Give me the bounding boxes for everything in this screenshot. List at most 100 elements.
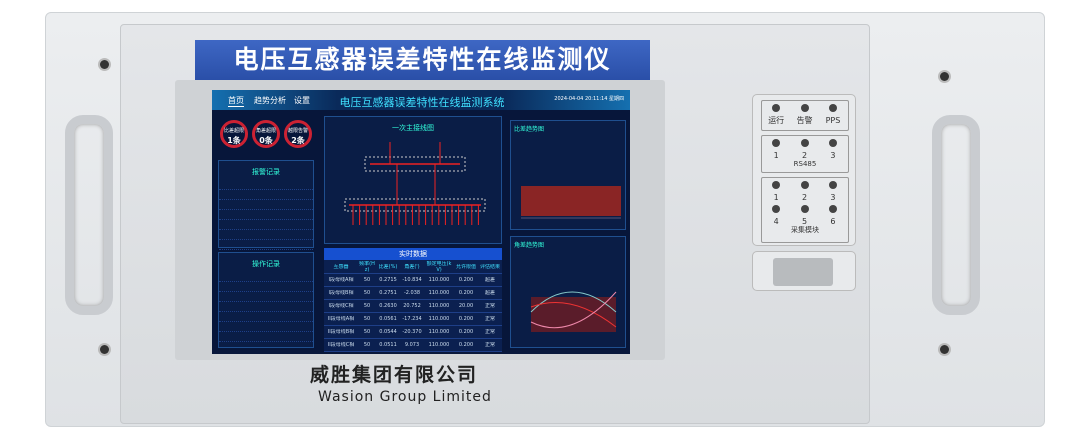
mount-hole: [940, 345, 949, 354]
wiring-svg: [344, 142, 486, 225]
mount-hole: [100, 60, 109, 69]
table-row: II段母线B相 50 0.0544 -20.370 110.000 0.200 正常: [324, 326, 502, 339]
table-cell: 0.2751: [379, 290, 397, 296]
table-cell: 正常: [484, 303, 495, 309]
table-cell: 110.000: [428, 316, 450, 322]
table-cell: 110.000: [428, 303, 450, 309]
group-label: RS485: [793, 160, 817, 168]
table-cell: 50: [363, 342, 371, 348]
table-title: 实时数据: [324, 248, 502, 260]
led-icon: [828, 104, 837, 112]
led-icon: [772, 139, 781, 147]
log-row: [219, 283, 313, 292]
led-icon: [800, 181, 809, 189]
table-header: 比差(%): [378, 263, 398, 270]
table-cell: 0.200: [458, 316, 474, 322]
table-row: I段母线C相 50 0.2630 20.752 110.000 20.00 正常: [324, 300, 502, 313]
table-row: I段母线A相 50 0.2715 -10.834 110.000 0.200 超差: [324, 274, 502, 287]
table-cell: 0.200: [458, 342, 474, 348]
led-icon: [772, 181, 781, 189]
nav-home[interactable]: 首页: [228, 96, 244, 107]
table-cell: I段母线B相: [328, 290, 354, 296]
mount-hole: [100, 345, 109, 354]
log-row: [219, 231, 313, 240]
table-cell: 正常: [484, 329, 495, 335]
led-icon: [800, 205, 809, 213]
usb-port[interactable]: [752, 251, 856, 291]
table-cell: 0.2630: [379, 303, 397, 309]
table-row: II段母线A相 50 0.0561 -17.234 110.000 0.200 正常: [324, 313, 502, 326]
led-indicator: 1: [762, 136, 790, 160]
datetime: 2024-04-04 20:11:14 星期四: [554, 96, 624, 102]
led-label: 1: [773, 151, 779, 160]
table-cell: 超差: [484, 290, 495, 296]
table-cell: 50: [363, 277, 371, 283]
table-header: 互感器: [333, 263, 349, 270]
led-label: 1: [773, 193, 779, 202]
realtime-table: 实时数据 互感器 频率(Hz) 比差(%) 角差(') 额定电压(kV) 允许限值 评估结果…: [324, 248, 502, 352]
led-indicator: 3: [819, 178, 847, 202]
table-cell: 20.00: [458, 303, 474, 309]
log-row: [219, 201, 313, 210]
led-label: 3: [830, 151, 836, 160]
table-header: 角差('): [404, 263, 420, 270]
led-indicator: 告警: [790, 101, 818, 125]
led-indicator: 2: [790, 178, 818, 202]
led-indicator: PPS: [819, 101, 847, 125]
table-cell: 50: [363, 329, 371, 335]
company-name-en: Wasion Group Limited: [318, 389, 492, 405]
log-row: [219, 323, 313, 332]
group-label: 采集模块: [791, 226, 819, 234]
module-leds: 1 2 3 4 5 6 采集模块: [761, 177, 849, 243]
table-cell: 9.073: [404, 342, 420, 348]
table-cell: 0.0511: [379, 342, 397, 348]
chart2-title: 角差趋势图: [514, 242, 545, 249]
log-row: [219, 241, 313, 250]
table-cell: 110.000: [428, 277, 450, 283]
table-cell: -10.834: [402, 277, 422, 283]
table-header: 允许限值: [455, 263, 476, 270]
right-handle: [932, 115, 980, 315]
table-header: 额定电压(kV): [426, 260, 452, 273]
table-cell: 超差: [484, 277, 495, 283]
nav-trend[interactable]: 趋势分析: [254, 96, 286, 105]
table-cell: 0.200: [458, 277, 474, 283]
ratio-trend-chart: 比差趋势图: [510, 120, 626, 230]
led-indicator: 4: [762, 202, 790, 226]
table-cell: 0.0544: [379, 329, 397, 335]
led-icon: [800, 139, 809, 147]
gauge-ratio: 比差超限 1条: [220, 120, 248, 148]
status-leds: 运行 告警 PPS: [761, 100, 849, 131]
table-cell: -20.370: [402, 329, 422, 335]
led-indicator: 6: [819, 202, 847, 226]
log-row: [219, 191, 313, 200]
led-label: PPS: [825, 116, 841, 125]
company-name-cn: 威胜集团有限公司: [310, 364, 479, 386]
rs485-leds: 1 2 3 RS485: [761, 135, 849, 173]
led-indicator: 2: [790, 136, 818, 160]
alarm-panel: 报警记录: [218, 160, 314, 250]
table-cell: II段母线B相: [327, 329, 355, 335]
table-cell: 正常: [484, 316, 495, 322]
led-label: 2: [802, 193, 808, 202]
table-cell: II段母线C相: [327, 342, 355, 348]
led-icon: [828, 181, 837, 189]
table-cell: -2.038: [403, 290, 421, 296]
led-label: 告警: [796, 116, 813, 125]
device-banner: 电压互感器误差特性在线监测仪: [195, 40, 650, 80]
gauge-limit: 越限告警 2条: [284, 120, 312, 148]
table-cell: -17.234: [402, 316, 422, 322]
log-row: [219, 181, 313, 190]
top-bar: [212, 90, 630, 110]
led-label: 3: [830, 193, 836, 202]
touch-screen[interactable]: 首页 趋势分析 设置 电压互感器误差特性在线监测系统 2024-04-04 20…: [212, 90, 630, 354]
led-label: 运行: [768, 116, 785, 125]
table-row: I段母线B相 50 0.2751 -2.038 110.000 0.200 超差: [324, 287, 502, 300]
log-row: [219, 313, 313, 322]
nav-settings[interactable]: 设置: [294, 96, 310, 105]
table-cell: 正常: [484, 342, 495, 348]
log-row: [219, 273, 313, 282]
led-icon: [772, 104, 781, 112]
log-row: [219, 333, 313, 342]
log-row: [219, 303, 313, 312]
